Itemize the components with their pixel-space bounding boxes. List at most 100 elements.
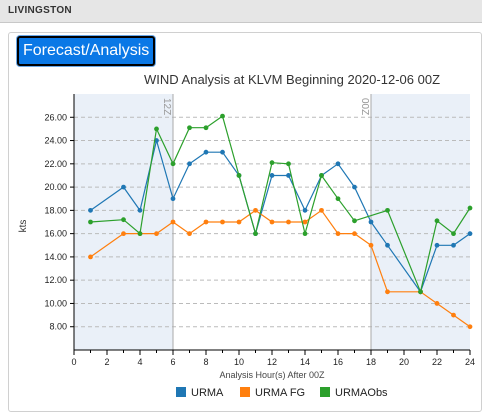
- data-point-2-7: [220, 113, 225, 119]
- data-point-2-19: [451, 231, 456, 237]
- data-point-1-0: [88, 254, 93, 260]
- legend: URMA URMA FG URMAObs: [176, 387, 388, 399]
- data-point-0-4: [170, 196, 176, 202]
- legend-swatch-1: [240, 387, 250, 397]
- forecast-analysis-tab[interactable]: Forecast/Analysis: [17, 36, 156, 66]
- y-tick-label-10: 10.00: [44, 298, 67, 308]
- y-tick-label-20: 20.00: [44, 182, 67, 192]
- data-point-0-7: [220, 149, 225, 155]
- data-point-2-8: [236, 173, 242, 178]
- data-point-1-3: [154, 231, 159, 237]
- x-tick-label-8: 8: [203, 357, 208, 367]
- x-tick-label-12: 12: [267, 357, 277, 367]
- series-group: [88, 113, 473, 330]
- data-point-1-21: [467, 324, 473, 330]
- data-point-2-16: [385, 207, 390, 213]
- y-tick-label-14: 14.00: [44, 252, 67, 262]
- data-point-0-6: [203, 149, 209, 155]
- data-point-1-14: [335, 231, 341, 237]
- y-tick-label-8: 8.00: [49, 322, 67, 332]
- legend-swatch-0: [176, 387, 186, 397]
- series-2: [88, 113, 473, 295]
- x-tick-label-22: 22: [432, 357, 442, 367]
- x-tick-label-14: 14: [300, 357, 310, 367]
- x-tick-label-10: 10: [234, 357, 244, 367]
- data-point-0-1: [121, 184, 126, 190]
- data-point-0-17: [385, 242, 390, 248]
- marker-label-00Z: 00Z: [359, 98, 370, 115]
- x-tick-label-0: 0: [71, 357, 76, 367]
- data-point-1-11: [286, 219, 291, 225]
- data-point-0-14: [335, 161, 341, 167]
- data-point-0-21: [467, 231, 473, 237]
- top-bar: LIVINGSTON: [0, 0, 482, 23]
- x-tick-label-2: 2: [104, 357, 109, 367]
- x-tick-label-6: 6: [170, 357, 175, 367]
- y-tick-label-16: 16.00: [44, 229, 67, 239]
- data-point-1-7: [220, 219, 225, 225]
- legend-swatch-2: [320, 387, 330, 397]
- data-point-1-20: [451, 312, 456, 318]
- data-point-1-8: [236, 219, 242, 225]
- marker-label-12Z: 12Z: [161, 98, 172, 115]
- x-axis-label: Analysis Hour(s) After 00Z: [219, 370, 325, 380]
- y-tick-label-22: 22.00: [44, 159, 67, 169]
- data-point-0-15: [352, 184, 357, 190]
- data-point-2-11: [286, 161, 291, 167]
- data-point-2-13: [319, 173, 324, 178]
- data-point-1-4: [170, 219, 176, 225]
- wind-chart: 12Z 00Z 8.00 10.00 12.00 14.00 16.00 18.00 20.0…: [18, 72, 475, 399]
- data-point-2-6: [203, 125, 209, 131]
- data-point-1-1: [121, 231, 126, 237]
- data-point-1-15: [352, 231, 357, 237]
- data-point-1-6: [203, 219, 209, 225]
- data-point-1-5: [187, 231, 192, 237]
- data-point-1-19: [434, 301, 440, 306]
- series-line-1: [90, 209, 471, 328]
- y-tick-label-26: 26.00: [44, 112, 67, 122]
- time-markers: 12Z 00Z: [161, 94, 372, 350]
- data-point-1-16: [368, 242, 374, 248]
- data-point-0-10: [269, 173, 275, 178]
- shaded-band-1: [371, 94, 470, 350]
- y-tick-label-12: 12.00: [44, 275, 67, 285]
- data-point-0-20: [451, 242, 456, 248]
- data-point-1-13: [319, 207, 324, 213]
- x-tick-label-16: 16: [333, 357, 343, 367]
- y-tick-label-18: 18.00: [44, 205, 67, 215]
- x-tick-label-20: 20: [399, 357, 409, 367]
- data-point-0-16: [368, 219, 374, 225]
- grid-lines: [74, 116, 470, 328]
- data-point-2-20: [467, 205, 473, 211]
- location-title: LIVINGSTON: [8, 5, 72, 16]
- data-point-2-15: [352, 218, 357, 224]
- data-point-2-4: [170, 161, 176, 167]
- x-tick-label-4: 4: [137, 357, 142, 367]
- x-tick-label-18: 18: [366, 357, 376, 367]
- axes: 8.00 10.00 12.00 14.00 16.00 18.00 20.00 22.00 2…: [44, 94, 475, 367]
- x-tick-label-24: 24: [465, 357, 475, 367]
- data-point-1-9: [253, 207, 258, 213]
- legend-label-0: URMA: [191, 387, 224, 399]
- data-point-0-2: [137, 207, 143, 213]
- chart-title: WIND Analysis at KLVM Beginning 2020-12-…: [144, 72, 440, 87]
- data-point-0-0: [88, 207, 93, 213]
- data-point-0-11: [286, 173, 291, 178]
- data-point-2-9: [253, 231, 258, 237]
- legend-label-1: URMA FG: [255, 387, 305, 399]
- data-point-2-12: [302, 231, 308, 237]
- y-axis-label: kts: [18, 220, 29, 233]
- data-point-2-3: [154, 126, 159, 132]
- data-point-0-19: [434, 242, 440, 248]
- data-point-1-12: [302, 219, 308, 225]
- data-point-2-10: [269, 160, 275, 166]
- data-point-2-5: [187, 125, 192, 131]
- y-tick-label-24: 24.00: [44, 136, 67, 146]
- legend-label-2: URMAObs: [335, 387, 388, 399]
- data-point-2-1: [121, 217, 126, 223]
- data-point-0-5: [187, 161, 192, 167]
- data-point-2-2: [137, 231, 143, 237]
- data-point-1-17: [385, 289, 390, 295]
- data-point-1-10: [269, 219, 275, 225]
- data-point-2-17: [418, 289, 423, 295]
